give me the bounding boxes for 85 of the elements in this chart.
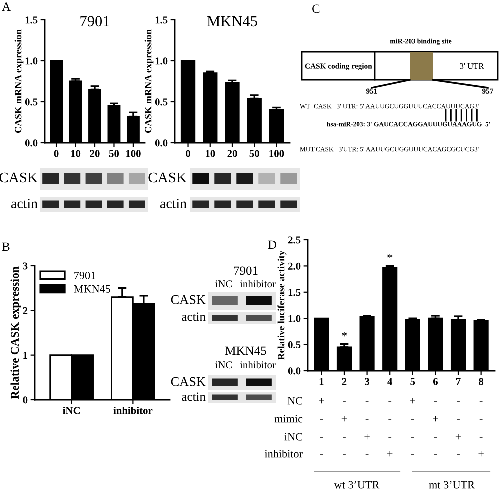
y-tick-label: 0.5 bbox=[155, 98, 168, 106]
text: - bbox=[411, 454, 414, 456]
y-axis-title: CASK mRNA expression bbox=[144, 30, 154, 134]
text: - bbox=[320, 454, 324, 456]
text: C bbox=[312, 4, 320, 14]
text: inhibitor bbox=[240, 361, 276, 369]
x-tick-label: 100 bbox=[270, 150, 284, 158]
legend-label: MKN45 bbox=[74, 285, 110, 293]
text: NC bbox=[288, 397, 302, 405]
text: - bbox=[343, 454, 346, 456]
text: - bbox=[457, 454, 460, 456]
y-tick-label: 1.5 bbox=[26, 16, 38, 24]
text: iNC bbox=[284, 433, 302, 441]
text: - bbox=[434, 454, 438, 456]
text: D bbox=[268, 240, 277, 250]
y-tick-label: 1.0 bbox=[26, 58, 38, 65]
y-axis-title: Relative luciferase activity bbox=[278, 250, 287, 360]
x-tick-label: 4 bbox=[388, 378, 393, 386]
y-tick-label: 0 bbox=[23, 396, 28, 404]
y-tick-label: 2 bbox=[23, 307, 28, 314]
text: CASK bbox=[171, 295, 206, 304]
annotation: * bbox=[342, 332, 348, 337]
text: + bbox=[319, 398, 324, 404]
text: iNC bbox=[216, 280, 232, 288]
y-tick-label: 0.0 bbox=[288, 368, 301, 375]
x-tick-label: 5 bbox=[410, 378, 416, 386]
y-tick-label: 1 bbox=[24, 352, 28, 359]
text: + bbox=[433, 416, 438, 422]
x-tick-label: 20 bbox=[90, 150, 100, 158]
text: actin bbox=[160, 199, 187, 208]
y-axis-title: CASK mRNA expression bbox=[14, 30, 24, 134]
x-tick-label: 50 bbox=[250, 150, 260, 158]
text: CASK bbox=[148, 172, 187, 183]
x-tick-label: 50 bbox=[109, 150, 120, 158]
x-tick-label: 7 bbox=[456, 378, 461, 386]
y-tick-label: 0.5 bbox=[25, 98, 38, 106]
x-tick-label: 10 bbox=[71, 150, 81, 158]
y-tick-label: 3 bbox=[23, 262, 28, 270]
x-tick-label: 2 bbox=[342, 378, 347, 386]
x-tick-label: 0 bbox=[186, 150, 190, 158]
text: MKN45 bbox=[226, 346, 266, 356]
x-tick-label: 20 bbox=[228, 150, 238, 158]
y-axis-title: Relative CASK expression bbox=[10, 266, 22, 400]
text: CASK bbox=[171, 377, 206, 386]
legend-label: 7901 bbox=[74, 272, 96, 280]
y-tick-label: 1.5 bbox=[288, 289, 301, 296]
x-tick-label: 0 bbox=[54, 150, 59, 158]
x-tick-label: 1 bbox=[320, 378, 324, 386]
text: actin bbox=[182, 312, 206, 322]
text: B bbox=[2, 242, 10, 252]
text: + bbox=[410, 398, 416, 404]
y-tick-label: 2.5 bbox=[288, 236, 301, 244]
text: actin bbox=[182, 392, 206, 402]
text: 7901 bbox=[234, 266, 258, 276]
text: - bbox=[366, 454, 369, 456]
y-tick-label: 2.0 bbox=[288, 262, 301, 270]
x-tick-label: 100 bbox=[126, 150, 141, 158]
text: + bbox=[388, 451, 393, 457]
chart-title: MKN45 bbox=[207, 16, 258, 27]
text: + bbox=[342, 416, 348, 422]
y-tick-label: 0.0 bbox=[25, 140, 38, 147]
text: mimic bbox=[274, 415, 303, 423]
text: 3' UTR bbox=[460, 63, 484, 70]
x-tick-label: 3 bbox=[365, 378, 370, 386]
annotation: * bbox=[388, 254, 393, 259]
chart-title: 7901 bbox=[80, 16, 110, 27]
text: A bbox=[2, 2, 11, 12]
text: + bbox=[364, 434, 370, 440]
text: + bbox=[456, 434, 462, 440]
text: iNC bbox=[216, 362, 232, 369]
text: wt 3’UTR bbox=[334, 481, 380, 489]
text: inhibitor bbox=[240, 280, 276, 288]
y-tick-label: 1.0 bbox=[156, 58, 168, 65]
text: CASK bbox=[0, 172, 38, 183]
y-tick-label: 1.0 bbox=[288, 315, 301, 322]
text: + bbox=[478, 451, 484, 457]
text: mt 3’UTR bbox=[429, 481, 475, 489]
text: actin bbox=[11, 199, 38, 208]
x-tick-label: 6 bbox=[433, 378, 438, 386]
x-tick-label: 10 bbox=[206, 150, 216, 158]
y-tick-label: 0.0 bbox=[155, 140, 168, 147]
text: inhibitor bbox=[264, 450, 303, 458]
y-tick-label: 0.5 bbox=[288, 341, 301, 349]
y-tick-label: 1.5 bbox=[156, 16, 168, 24]
x-tick-label: 8 bbox=[479, 378, 484, 386]
